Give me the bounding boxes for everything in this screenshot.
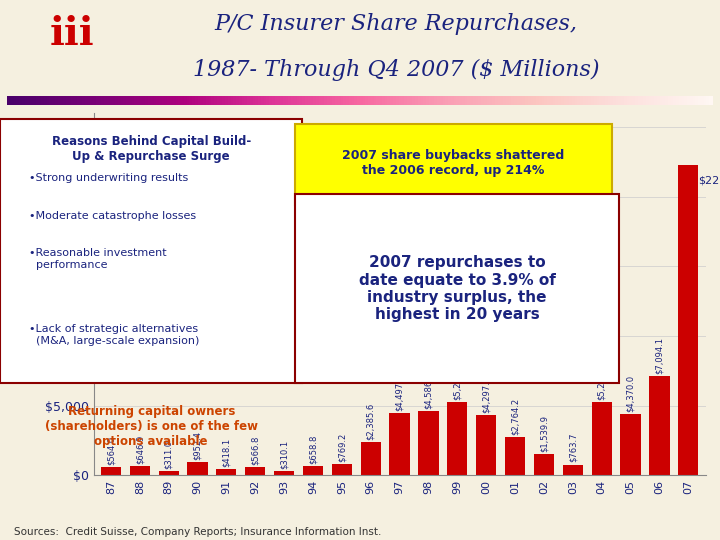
Text: •Reasonable investment
  performance: •Reasonable investment performance — [29, 248, 166, 270]
Text: $311.0: $311.0 — [164, 440, 173, 469]
Bar — [592, 402, 612, 475]
Text: Reasons Behind Capital Build-
Up & Repurchase Surge: Reasons Behind Capital Build- Up & Repur… — [52, 135, 251, 163]
Text: $646.9: $646.9 — [135, 435, 144, 464]
Text: $310.1: $310.1 — [279, 440, 289, 469]
Bar — [649, 376, 670, 475]
Bar — [158, 471, 179, 475]
Text: $566.8: $566.8 — [251, 436, 260, 465]
Bar — [447, 402, 467, 475]
Bar — [245, 467, 266, 475]
Bar — [418, 411, 438, 475]
Text: $4,586.5: $4,586.5 — [424, 372, 433, 409]
Text: $564.0: $564.0 — [107, 436, 115, 465]
Text: •Moderate catastrophe losses: •Moderate catastrophe losses — [29, 211, 196, 221]
Text: Returning capital owners
(shareholders) is one of the few
options available: Returning capital owners (shareholders) … — [45, 405, 258, 448]
Bar — [678, 165, 698, 475]
Bar — [621, 414, 641, 475]
Text: $2,764.2: $2,764.2 — [510, 397, 520, 435]
Text: $418.1: $418.1 — [222, 438, 231, 467]
Text: Sources:  Credit Suisse, Company Reports; Insurance Information Inst.: Sources: Credit Suisse, Company Reports;… — [14, 526, 382, 537]
Bar — [390, 413, 410, 475]
FancyBboxPatch shape — [295, 194, 619, 383]
Text: $952.4: $952.4 — [193, 431, 202, 460]
Text: $22,322.6: $22,322.6 — [698, 176, 720, 186]
Text: $4,497.5: $4,497.5 — [395, 374, 404, 410]
Text: P/C Insurer Share Repurchases,: P/C Insurer Share Repurchases, — [215, 14, 577, 35]
Text: $1,539.9: $1,539.9 — [539, 415, 549, 451]
FancyBboxPatch shape — [0, 119, 302, 383]
Text: $658.8: $658.8 — [308, 435, 318, 464]
Bar — [563, 464, 583, 475]
Text: •Lack of strategic alternatives
  (M&A, large-scale expansion): •Lack of strategic alternatives (M&A, la… — [29, 324, 199, 346]
Bar — [476, 415, 496, 475]
Text: •Strong underwriting results: •Strong underwriting results — [29, 173, 188, 183]
Text: 2007 repurchases to
date equate to 3.9% of
industry surplus, the
highest in 20 y: 2007 repurchases to date equate to 3.9% … — [359, 255, 556, 322]
Text: iii: iii — [50, 15, 94, 53]
Text: $4,297.3: $4,297.3 — [482, 376, 491, 413]
Bar — [187, 462, 207, 475]
Text: $2,385.6: $2,385.6 — [366, 403, 375, 440]
FancyBboxPatch shape — [295, 124, 612, 205]
Text: $7,094.1: $7,094.1 — [655, 338, 664, 374]
Text: $5,266.0: $5,266.0 — [453, 363, 462, 400]
Bar — [274, 471, 294, 475]
Bar — [101, 467, 121, 475]
Bar — [303, 466, 323, 475]
Bar — [361, 442, 381, 475]
Text: 1987- Through Q4 2007 ($ Millions): 1987- Through Q4 2007 ($ Millions) — [193, 59, 599, 81]
Text: 2007 share buybacks shattered
the 2006 record, up 214%: 2007 share buybacks shattered the 2006 r… — [343, 149, 564, 177]
Text: $769.2: $769.2 — [338, 433, 346, 462]
Text: $763.7: $763.7 — [568, 433, 577, 462]
Bar — [332, 464, 352, 475]
Bar — [505, 437, 525, 475]
Text: $4,370.0: $4,370.0 — [626, 375, 635, 413]
Text: $5,242.3: $5,242.3 — [597, 363, 606, 400]
Bar — [534, 454, 554, 475]
Bar — [130, 466, 150, 475]
Bar — [216, 469, 236, 475]
